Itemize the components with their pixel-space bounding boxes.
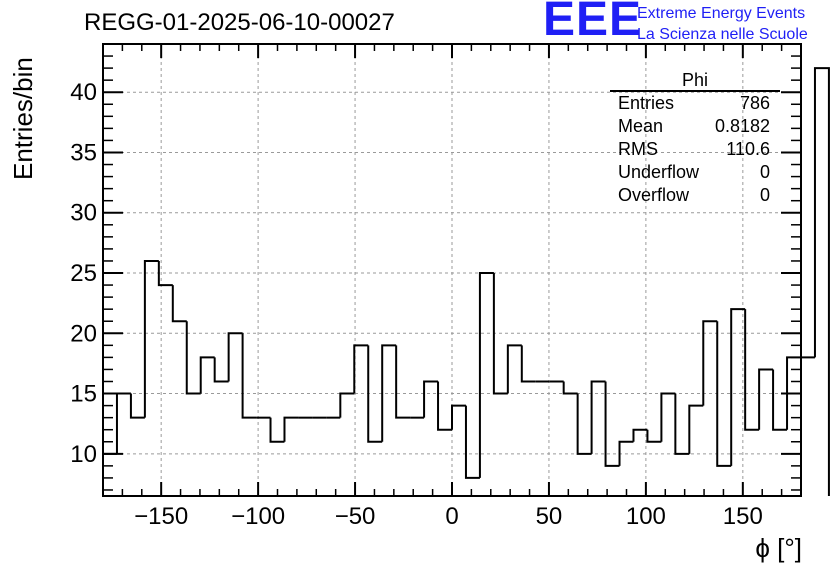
y-axis-label: Entries/bin [8, 57, 38, 180]
histogram-bin [451, 404, 466, 430]
histogram-bin [339, 392, 355, 418]
histogram-bin [744, 309, 760, 431]
eee-logo: EEE [543, 0, 643, 46]
stats-title: Phi [610, 70, 780, 92]
histogram-bin [702, 320, 718, 406]
histogram-bin [758, 368, 774, 430]
histogram-bin [241, 333, 257, 419]
stats-label: Underflow [618, 162, 700, 182]
histogram-bin [632, 428, 648, 442]
histogram-bin [199, 356, 215, 394]
stats-label: Entries [618, 93, 675, 113]
stats-value: 0.8182 [714, 116, 770, 136]
stats-value: 0 [759, 185, 770, 205]
stats-row-entries: Entries 786 [610, 92, 780, 115]
y-tick-label: 40 [70, 79, 97, 106]
y-tick-label: 25 [70, 260, 97, 287]
histogram-bin [478, 272, 494, 478]
grid-lines [103, 44, 801, 496]
x-tick-label: 100 [626, 503, 666, 530]
x-axis-label: ϕ [°] [755, 533, 802, 563]
logo-line-2: La Scienza nelle Scuole [637, 26, 808, 43]
histogram-bin [143, 259, 159, 418]
x-tick-label: 0 [445, 503, 458, 530]
stats-box: Phi Entries 786 Mean 0.8182 RMS 110.6 Un… [610, 70, 780, 207]
histogram-bin [772, 369, 788, 431]
histogram-bin [171, 285, 187, 323]
histogram-bin [185, 321, 201, 395]
x-tick-label: −50 [335, 503, 376, 530]
histogram-bin [353, 344, 369, 394]
histogram-bin [660, 392, 676, 442]
stats-label: Mean [618, 116, 664, 136]
histogram-bin [562, 381, 578, 395]
histogram-bin [269, 417, 285, 443]
histogram-bin [157, 260, 173, 287]
histogram-bin [464, 405, 480, 479]
stats-row-overflow: Overflow 0 [610, 184, 780, 207]
histogram-bin [395, 345, 411, 419]
x-tick-label: 150 [723, 503, 763, 530]
histogram-bin [730, 308, 746, 466]
stats-value: 110.6 [726, 139, 770, 159]
histogram-bin [716, 321, 732, 467]
logo-line-1: Extreme Energy Events [637, 5, 806, 22]
histogram-bin [674, 393, 690, 455]
x-tick-label: −150 [134, 503, 188, 530]
tick-labels: −150 −100 −50 0 50 100 150 10 15 20 25 30 35 40 [70, 79, 763, 530]
stats-label: Overflow [618, 185, 690, 205]
x-tick-label: −100 [231, 503, 285, 530]
y-tick-label: 10 [70, 441, 97, 468]
y-tick-label: 30 [70, 200, 97, 227]
chart-title: REGG-01-2025-06-10-00027 [84, 9, 395, 36]
stats-row-mean: Mean 0.8182 [610, 115, 780, 138]
histogram-bin [646, 429, 662, 443]
stats-label: RMS [618, 139, 658, 159]
histogram-bin [576, 393, 592, 455]
histogram-bin [423, 380, 439, 418]
x-tick-label: 50 [536, 503, 563, 530]
histogram-bin [367, 345, 383, 443]
y-tick-label: 15 [70, 381, 97, 408]
histogram-bin [492, 273, 508, 395]
histogram-bin [437, 381, 452, 431]
histogram-bin [688, 404, 704, 454]
histogram-bin [129, 393, 145, 419]
histogram-bin [590, 380, 606, 454]
axes [102, 43, 802, 497]
histogram-bin [227, 332, 243, 382]
histogram-bin [283, 416, 299, 442]
stats-row-rms: RMS 110.6 [610, 138, 780, 161]
histogram-bin [506, 344, 522, 394]
y-tick-label: 20 [70, 320, 97, 347]
histogram-bin [604, 381, 620, 467]
histogram-bin [618, 440, 634, 466]
stats-row-underflow: Underflow 0 [610, 161, 780, 184]
histogram-bin [520, 345, 536, 383]
histogram-bin [115, 392, 131, 454]
stats-value: 786 [739, 93, 770, 113]
stats-value: 0 [759, 162, 770, 182]
histogram-bin [381, 344, 397, 442]
y-tick-label: 35 [70, 139, 97, 166]
histogram-bin [213, 357, 229, 383]
histogram-bin [813, 67, 830, 496]
